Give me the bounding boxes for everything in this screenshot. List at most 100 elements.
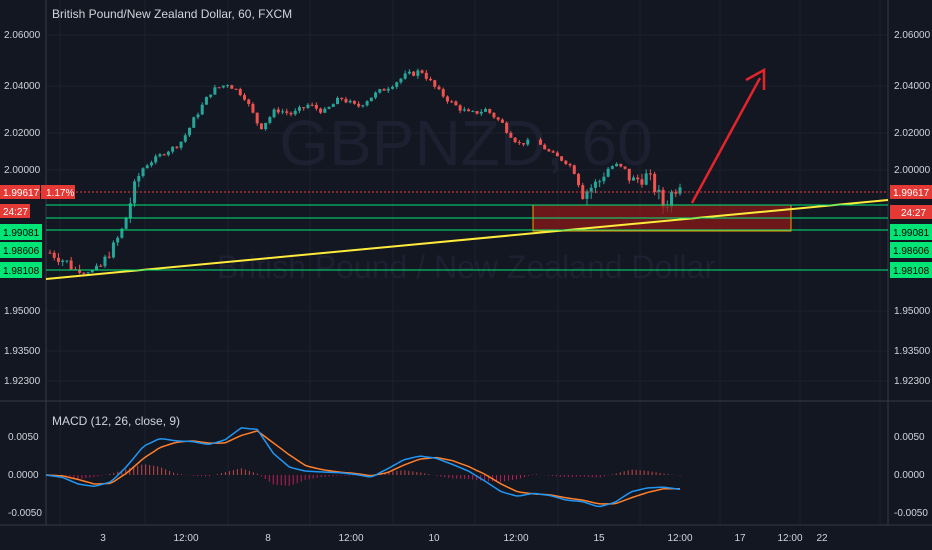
candle-body-134[interactable] (615, 163, 619, 167)
trend-line[interactable] (45, 199, 889, 280)
candle-body-91[interactable] (433, 80, 437, 87)
candle-body-28[interactable] (166, 151, 170, 155)
candle-body-36[interactable] (200, 104, 204, 115)
candle-body-9[interactable] (86, 272, 90, 274)
candle-body-116[interactable] (538, 139, 542, 145)
candle-body-132[interactable] (606, 168, 610, 177)
candle-body-76[interactable] (369, 97, 373, 102)
candle-body-34[interactable] (192, 117, 196, 128)
candle-body-108[interactable] (505, 122, 509, 133)
candle-body-44[interactable] (234, 88, 238, 90)
candle-body-99[interactable] (467, 109, 471, 112)
candle-body-97[interactable] (458, 105, 462, 111)
candle-body-140[interactable] (640, 179, 644, 185)
candle-body-37[interactable] (204, 96, 208, 105)
candle-body-39[interactable] (213, 87, 217, 95)
candle-body-24[interactable] (149, 162, 153, 166)
candle-body-126[interactable] (581, 185, 585, 199)
candle-body-131[interactable] (602, 176, 606, 182)
candle-body-109[interactable] (509, 132, 513, 138)
candle-body-98[interactable] (462, 109, 466, 111)
candle-body-17[interactable] (120, 228, 124, 238)
candle-body-149[interactable] (678, 187, 682, 194)
candle-body-102[interactable] (479, 111, 483, 114)
candle-body-64[interactable] (319, 108, 323, 113)
candle-body-5[interactable] (69, 260, 73, 270)
macd-line-0[interactable] (45, 427, 681, 508)
candle-body-106[interactable] (496, 117, 500, 120)
candle-body-144[interactable] (657, 189, 661, 192)
candle-body-74[interactable] (361, 105, 365, 107)
macd-series[interactable] (45, 427, 681, 508)
candle-body-2[interactable] (56, 257, 60, 262)
candle-body-61[interactable] (306, 104, 310, 108)
candle-body-42[interactable] (226, 85, 230, 87)
target-arrow-head[interactable] (745, 67, 766, 90)
candle-body-120[interactable] (555, 152, 559, 157)
candle-body-8[interactable] (82, 272, 86, 274)
candle-body-10[interactable] (90, 270, 94, 273)
candle-body-92[interactable] (437, 86, 441, 90)
candle-body-49[interactable] (255, 112, 259, 124)
candle-body-53[interactable] (272, 109, 276, 118)
candle-body-79[interactable] (382, 89, 386, 91)
candle-body-94[interactable] (445, 96, 449, 102)
candle-body-100[interactable] (471, 111, 475, 113)
candle-body-117[interactable] (543, 144, 547, 150)
candle-body-47[interactable] (247, 99, 251, 104)
candle-body-50[interactable] (259, 123, 263, 130)
target-arrow-shaft[interactable] (690, 77, 762, 204)
candle-body-122[interactable] (564, 160, 568, 165)
candle-body-20[interactable] (133, 181, 137, 204)
candle-body-142[interactable] (648, 173, 652, 175)
candle-body-104[interactable] (488, 109, 492, 113)
candle-body-66[interactable] (327, 106, 331, 109)
candle-body-118[interactable] (547, 149, 551, 152)
candle-body-13[interactable] (103, 256, 107, 267)
candle-body-1[interactable] (52, 252, 56, 258)
candle-body-23[interactable] (145, 165, 149, 169)
candle-body-127[interactable] (585, 191, 589, 199)
candle-body-56[interactable] (285, 111, 289, 113)
candle-body-12[interactable] (99, 265, 103, 267)
candle-body-111[interactable] (517, 142, 521, 144)
candle-body-4[interactable] (65, 260, 69, 262)
candle-body-68[interactable] (336, 97, 340, 105)
candle-body-21[interactable] (137, 175, 141, 182)
candle-body-83[interactable] (399, 78, 403, 83)
candle-body-16[interactable] (116, 237, 120, 243)
candle-body-87[interactable] (416, 70, 420, 76)
candle-body-38[interactable] (209, 94, 213, 97)
candle-body-143[interactable] (653, 173, 657, 192)
candle-body-96[interactable] (454, 101, 458, 106)
candle-body-15[interactable] (111, 242, 115, 258)
candle-body-112[interactable] (522, 143, 526, 145)
candle-body-110[interactable] (513, 137, 517, 143)
candle-body-41[interactable] (221, 85, 225, 88)
candle-body-72[interactable] (352, 100, 356, 104)
candle-body-52[interactable] (268, 117, 272, 123)
candle-body-46[interactable] (242, 95, 246, 100)
candle-body-31[interactable] (179, 141, 183, 148)
candle-body-63[interactable] (314, 104, 318, 109)
candle-body-43[interactable] (230, 85, 234, 89)
candle-body-26[interactable] (158, 154, 162, 157)
candle-body-35[interactable] (196, 114, 200, 118)
candle-body-19[interactable] (128, 203, 132, 218)
candle-body-30[interactable] (175, 146, 179, 148)
candle-body-51[interactable] (264, 122, 268, 130)
candle-body-0[interactable] (48, 252, 52, 254)
candle-body-119[interactable] (551, 151, 555, 153)
candle-body-121[interactable] (560, 156, 564, 161)
candle-body-73[interactable] (357, 103, 361, 107)
candle-body-139[interactable] (636, 177, 640, 180)
candle-body-40[interactable] (217, 87, 221, 89)
candle-body-147[interactable] (670, 192, 674, 208)
candle-body-89[interactable] (424, 72, 428, 79)
candle-body-22[interactable] (141, 168, 145, 176)
candle-body-95[interactable] (450, 101, 454, 103)
candle-body-85[interactable] (407, 71, 411, 74)
candle-body-81[interactable] (390, 86, 394, 89)
candle-body-105[interactable] (492, 112, 496, 118)
